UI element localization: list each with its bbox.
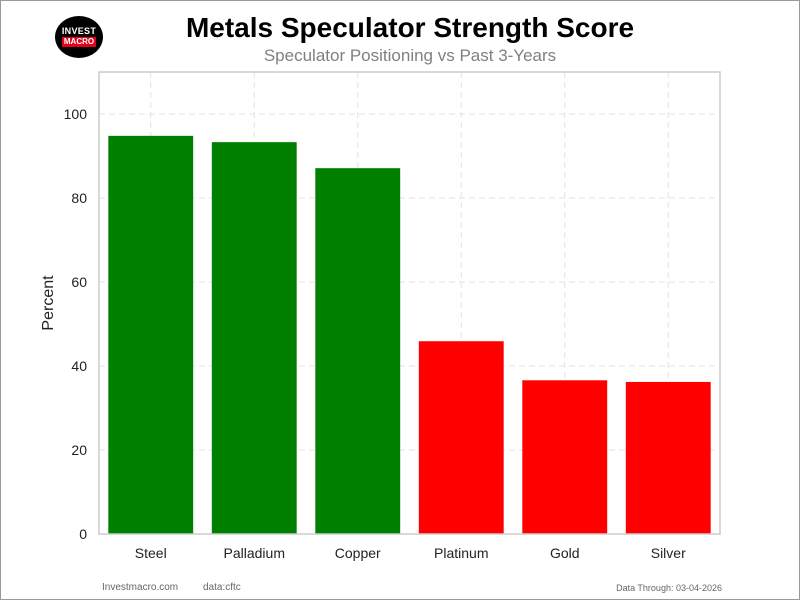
footer-source: data:cftc (203, 582, 241, 593)
bar-gold (522, 380, 608, 534)
y-tick-label: 0 (79, 526, 87, 542)
plot-area-border (98, 71, 721, 535)
x-tick-label: Silver (651, 545, 686, 561)
investmacro-logo: INVEST MACRO (55, 16, 103, 58)
chart-subtitle: Speculator Positioning vs Past 3-Years (263, 46, 557, 65)
bar-silver (625, 381, 711, 534)
x-tick-label: Platinum (434, 545, 488, 561)
logo-line1: INVEST (61, 26, 97, 36)
y-tick-label: 60 (71, 274, 87, 290)
bar-steel (108, 135, 194, 534)
bar-copper (315, 168, 401, 534)
y-axis-label: Percent (40, 275, 57, 331)
footer-site: Investmacro.com (102, 582, 179, 593)
bar-platinum (418, 341, 504, 534)
x-tick-label: Gold (550, 545, 580, 561)
y-tick-label: 100 (64, 106, 88, 122)
footer-date-through: Data Through: 03-04-2026 (616, 583, 722, 593)
chart-title: Metals Speculator Strength Score (185, 12, 635, 43)
logo-line2: MACRO (61, 37, 97, 47)
y-tick-label: 40 (71, 358, 87, 374)
x-tick-label: Steel (135, 545, 167, 561)
x-tick-label: Palladium (224, 545, 285, 561)
y-tick-label: 20 (71, 442, 87, 458)
bar-palladium (211, 142, 297, 534)
x-tick-label: Copper (335, 545, 381, 561)
y-tick-label: 80 (71, 190, 87, 206)
